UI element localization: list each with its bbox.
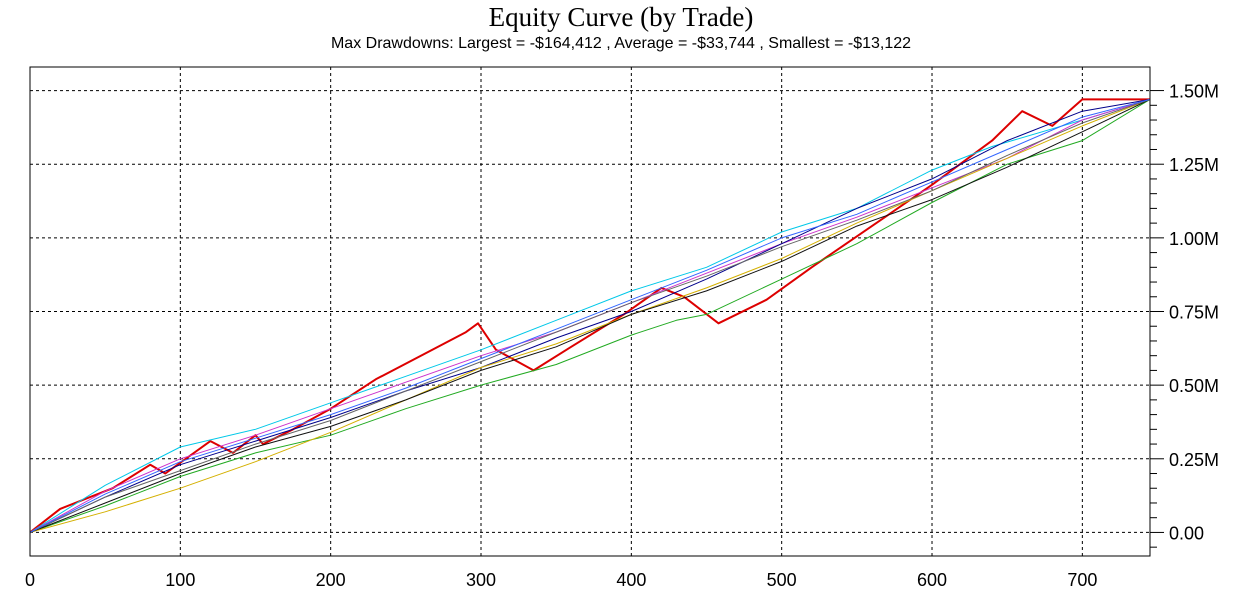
- x-tick-label: 400: [616, 570, 646, 590]
- x-tick-label: 300: [466, 570, 496, 590]
- x-tick-label: 200: [316, 570, 346, 590]
- x-tick-label: 700: [1067, 570, 1097, 590]
- y-tick-label: 0.00: [1169, 523, 1204, 543]
- y-tick-label: 1.00M: [1169, 229, 1219, 249]
- x-tick-label: 500: [767, 570, 797, 590]
- x-tick-label: 0: [25, 570, 35, 590]
- equity-series-line-9: [29, 98, 1151, 533]
- equity-series-line-2: [29, 98, 1151, 533]
- y-tick-label: 1.50M: [1169, 82, 1219, 102]
- y-tick-label: 0.75M: [1169, 303, 1219, 323]
- equity-series-line-7: [29, 98, 1151, 533]
- x-tick-label: 100: [165, 570, 195, 590]
- series-layer: [29, 98, 1151, 534]
- x-tick-label: 600: [917, 570, 947, 590]
- equity-series-line-8: [29, 98, 1151, 533]
- y-tick-label: 1.25M: [1169, 155, 1219, 175]
- equity-series-line-5: [29, 98, 1151, 533]
- axis-layer: 0 100 200 300 400 500 600 700 0.00 0.25M 0.50M 0.75…: [25, 82, 1219, 590]
- y-tick-label: 0.50M: [1169, 376, 1219, 396]
- chart-subtitle: Max Drawdowns: Largest = -$164,412 , Ave…: [330, 35, 912, 52]
- equity-series-line-6: [29, 98, 1151, 533]
- equity-series-line-4: [29, 98, 1151, 533]
- chart-title: Equity Curve (by Trade): [488, 2, 754, 32]
- grid-layer: [30, 67, 1150, 556]
- y-tick-label: 0.25M: [1169, 450, 1219, 470]
